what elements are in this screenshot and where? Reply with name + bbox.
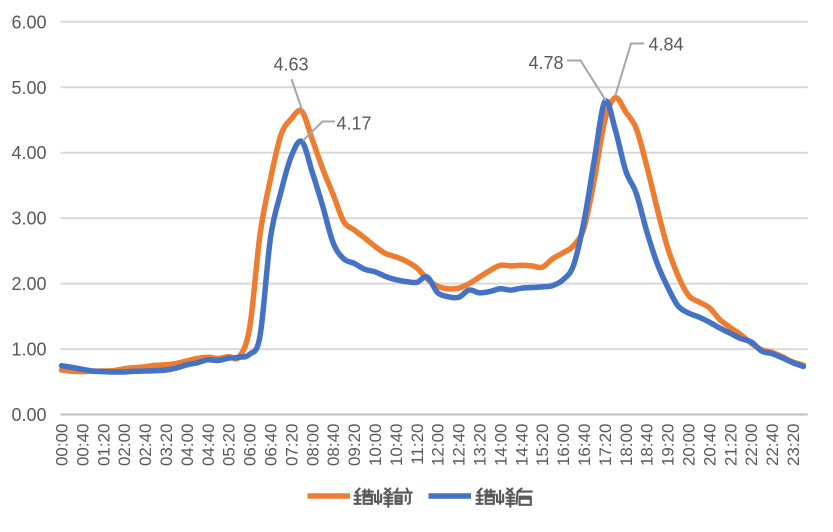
svg-text:00:00: 00:00 (53, 424, 72, 467)
svg-text:20:40: 20:40 (700, 424, 719, 467)
svg-text:00:40: 00:40 (73, 424, 92, 467)
svg-text:6.00: 6.00 (11, 12, 46, 32)
svg-text:4.00: 4.00 (11, 143, 46, 163)
svg-text:2.00: 2.00 (11, 274, 46, 294)
svg-text:01:20: 01:20 (94, 424, 113, 467)
svg-text:08:00: 08:00 (303, 424, 322, 467)
svg-text:11:20: 11:20 (408, 424, 427, 465)
svg-text:04:00: 04:00 (178, 424, 197, 467)
svg-text:06:40: 06:40 (262, 424, 281, 467)
svg-text:18:00: 18:00 (617, 424, 636, 467)
svg-text:06:00: 06:00 (241, 424, 260, 467)
svg-text:12:40: 12:40 (450, 424, 469, 467)
svg-text:13:20: 13:20 (471, 424, 490, 467)
svg-text:22:00: 22:00 (742, 424, 761, 467)
svg-text:07:20: 07:20 (282, 424, 301, 467)
svg-text:03:20: 03:20 (157, 424, 176, 467)
svg-text:5.00: 5.00 (11, 78, 46, 98)
svg-text:22:40: 22:40 (763, 424, 782, 467)
svg-text:02:40: 02:40 (136, 424, 155, 467)
svg-text:21:20: 21:20 (721, 424, 740, 467)
svg-text:16:40: 16:40 (575, 424, 594, 467)
svg-text:12:00: 12:00 (429, 424, 448, 467)
svg-text:17:20: 17:20 (596, 424, 615, 467)
svg-text:10:00: 10:00 (366, 424, 385, 467)
svg-text:02:00: 02:00 (115, 424, 134, 467)
svg-text:04:40: 04:40 (199, 424, 218, 467)
svg-text:10:40: 10:40 (387, 424, 406, 467)
svg-text:14:00: 14:00 (491, 424, 510, 467)
svg-text:05:20: 05:20 (220, 424, 239, 467)
svg-text:08:40: 08:40 (324, 424, 343, 467)
svg-text:3.00: 3.00 (11, 209, 46, 229)
svg-text:14:40: 14:40 (512, 424, 531, 467)
svg-text:4.84: 4.84 (648, 35, 683, 55)
svg-text:4.78: 4.78 (528, 53, 563, 73)
svg-text:20:00: 20:00 (680, 424, 699, 467)
svg-text:0.00: 0.00 (11, 405, 46, 425)
svg-text:4.63: 4.63 (273, 55, 308, 75)
svg-text:16:00: 16:00 (554, 424, 573, 467)
svg-text:09:20: 09:20 (345, 424, 364, 467)
svg-text:23:20: 23:20 (784, 424, 803, 467)
svg-text:18:40: 18:40 (638, 424, 657, 467)
svg-text:19:20: 19:20 (659, 424, 678, 467)
svg-text:4.17: 4.17 (336, 114, 371, 134)
svg-text:15:20: 15:20 (533, 424, 552, 467)
svg-text:1.00: 1.00 (11, 340, 46, 360)
